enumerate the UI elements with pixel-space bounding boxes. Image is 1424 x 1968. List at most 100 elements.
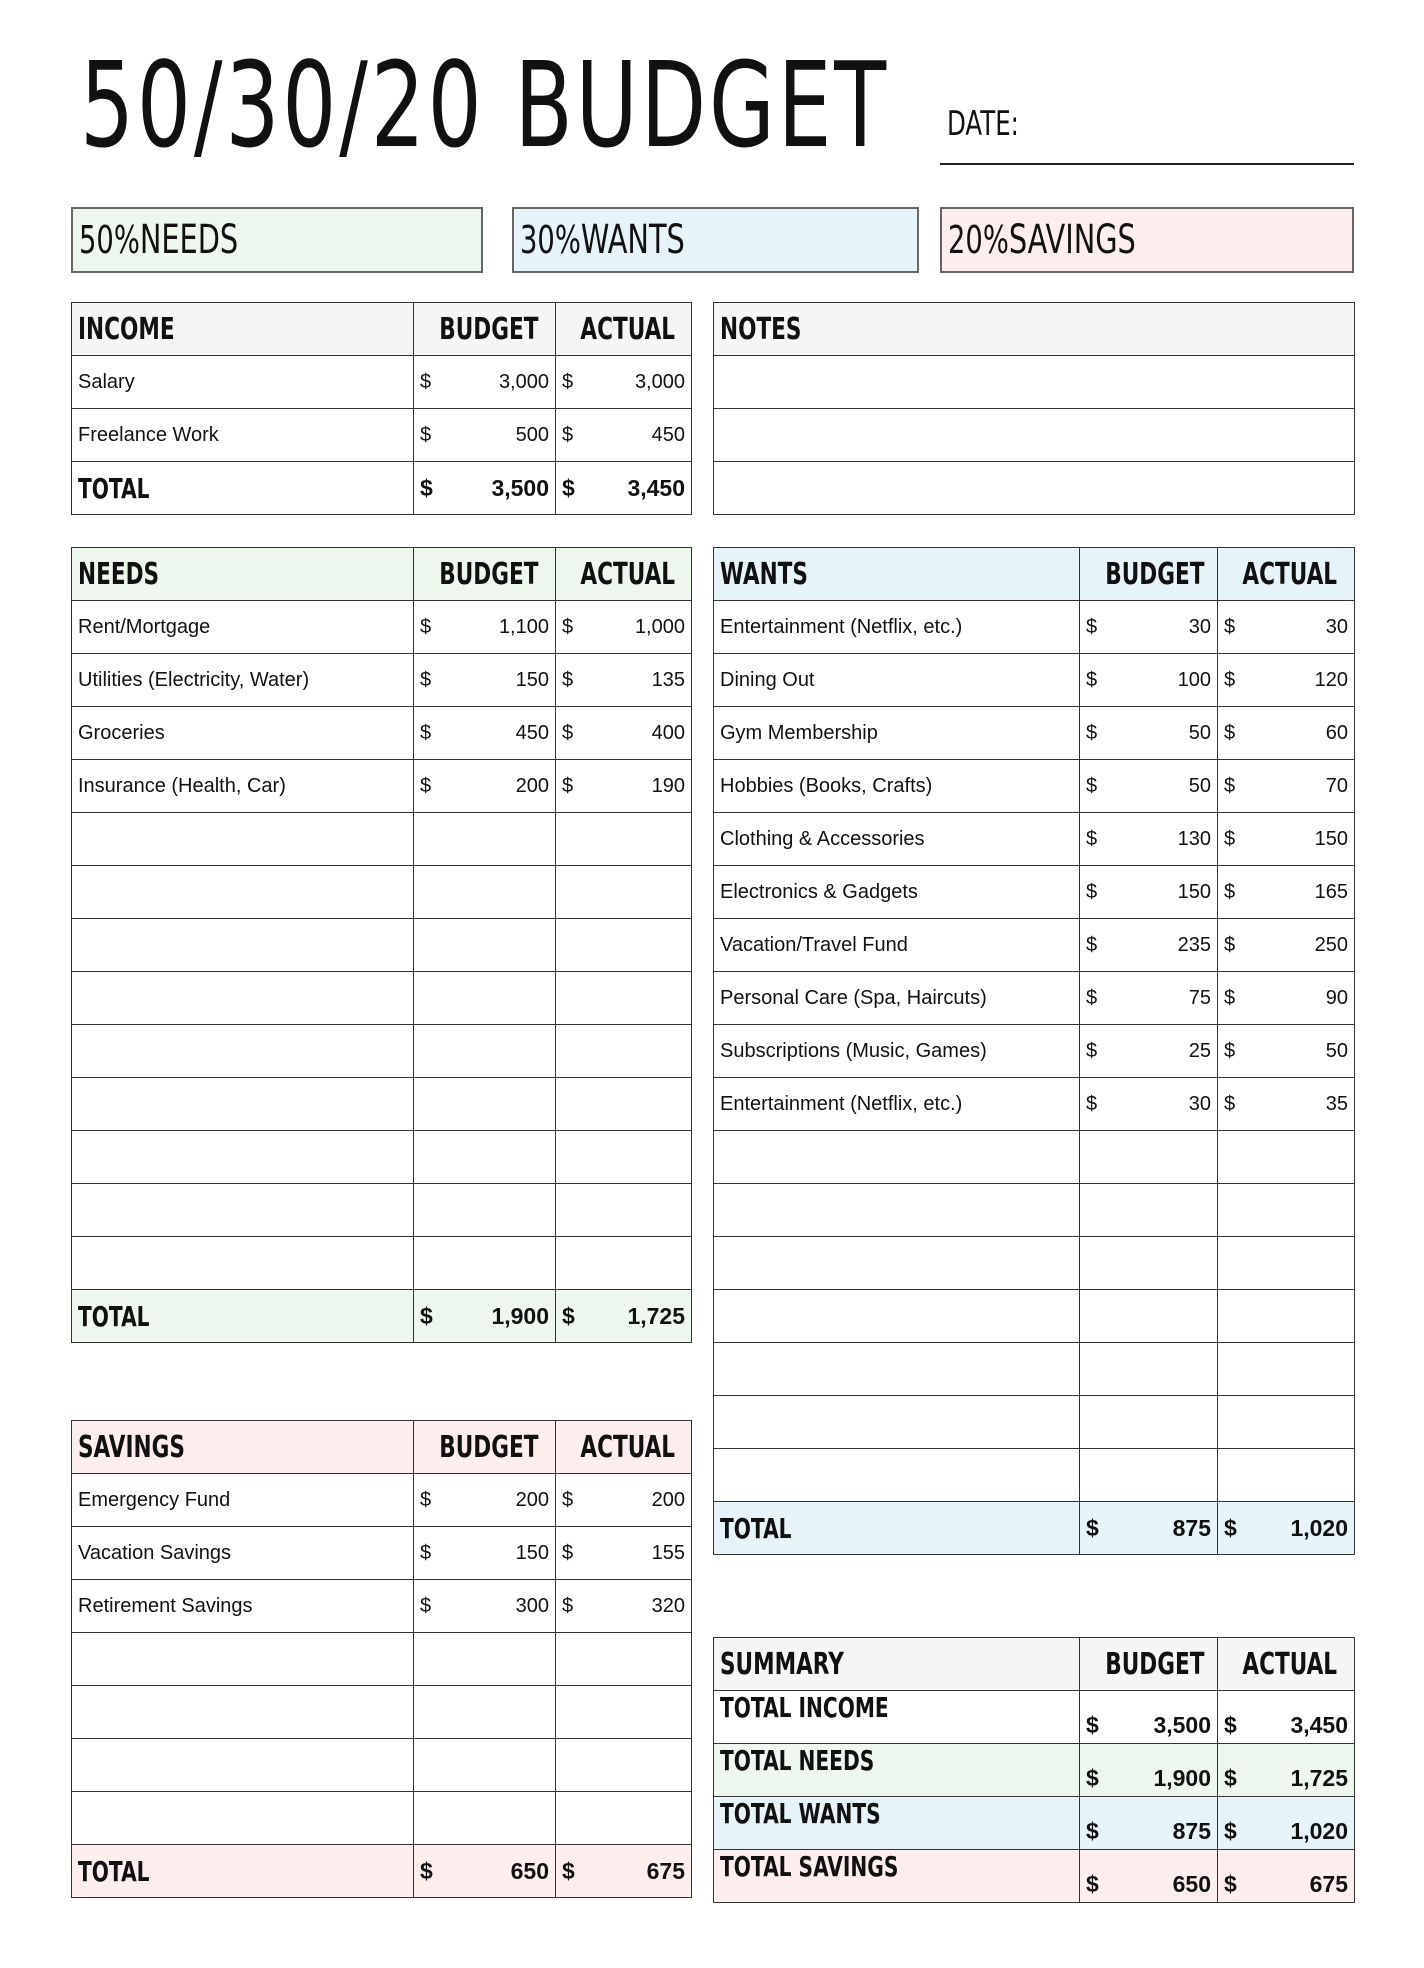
row-label[interactable]: Salary bbox=[71, 355, 414, 409]
date-field[interactable] bbox=[940, 163, 1354, 165]
empty-cell[interactable] bbox=[555, 1632, 692, 1686]
empty-cell[interactable] bbox=[413, 1738, 556, 1792]
notes-line[interactable] bbox=[713, 355, 1355, 409]
amount-cell[interactable]: $50 bbox=[1079, 759, 1218, 813]
empty-cell[interactable] bbox=[713, 1395, 1080, 1449]
amount-cell[interactable]: $1,725 bbox=[555, 1289, 692, 1343]
amount-cell[interactable]: $650 bbox=[1079, 1849, 1218, 1903]
notes-line[interactable] bbox=[713, 461, 1355, 515]
empty-cell[interactable] bbox=[71, 1130, 414, 1184]
empty-cell[interactable] bbox=[1217, 1289, 1355, 1343]
amount-cell[interactable]: $3,000 bbox=[413, 355, 556, 409]
amount-cell[interactable]: $30 bbox=[1079, 1077, 1218, 1131]
empty-cell[interactable] bbox=[413, 1130, 556, 1184]
empty-cell[interactable] bbox=[413, 812, 556, 866]
amount-cell[interactable]: $120 bbox=[1217, 653, 1355, 707]
amount-cell[interactable]: $320 bbox=[555, 1579, 692, 1633]
row-label[interactable]: Utilities (Electricity, Water) bbox=[71, 653, 414, 707]
amount-cell[interactable]: $875 bbox=[1079, 1796, 1218, 1850]
row-label[interactable]: Electronics & Gadgets bbox=[713, 865, 1080, 919]
empty-cell[interactable] bbox=[71, 865, 414, 919]
empty-cell[interactable] bbox=[1217, 1130, 1355, 1184]
empty-cell[interactable] bbox=[413, 1685, 556, 1739]
amount-cell[interactable]: $150 bbox=[1079, 865, 1218, 919]
amount-cell[interactable]: $25 bbox=[1079, 1024, 1218, 1078]
row-label[interactable]: Vacation Savings bbox=[71, 1526, 414, 1580]
empty-cell[interactable] bbox=[413, 1077, 556, 1131]
empty-cell[interactable] bbox=[713, 1130, 1080, 1184]
row-label[interactable]: Retirement Savings bbox=[71, 1579, 414, 1633]
amount-cell[interactable]: $450 bbox=[555, 408, 692, 462]
empty-cell[interactable] bbox=[555, 1130, 692, 1184]
amount-cell[interactable]: $150 bbox=[413, 653, 556, 707]
row-label[interactable]: Subscriptions (Music, Games) bbox=[713, 1024, 1080, 1078]
amount-cell[interactable]: $500 bbox=[413, 408, 556, 462]
empty-cell[interactable] bbox=[1079, 1395, 1218, 1449]
empty-cell[interactable] bbox=[71, 971, 414, 1025]
amount-cell[interactable]: $150 bbox=[1217, 812, 1355, 866]
empty-cell[interactable] bbox=[555, 1183, 692, 1237]
empty-cell[interactable] bbox=[1217, 1342, 1355, 1396]
empty-cell[interactable] bbox=[1217, 1395, 1355, 1449]
row-label[interactable]: Groceries bbox=[71, 706, 414, 760]
empty-cell[interactable] bbox=[555, 1738, 692, 1792]
empty-cell[interactable] bbox=[713, 1236, 1080, 1290]
amount-cell[interactable]: $1,900 bbox=[413, 1289, 556, 1343]
empty-cell[interactable] bbox=[555, 1791, 692, 1845]
row-label[interactable]: Emergency Fund bbox=[71, 1473, 414, 1527]
amount-cell[interactable]: $200 bbox=[413, 1473, 556, 1527]
amount-cell[interactable]: $90 bbox=[1217, 971, 1355, 1025]
empty-cell[interactable] bbox=[713, 1289, 1080, 1343]
amount-cell[interactable]: $300 bbox=[413, 1579, 556, 1633]
amount-cell[interactable]: $100 bbox=[1079, 653, 1218, 707]
amount-cell[interactable]: $235 bbox=[1079, 918, 1218, 972]
amount-cell[interactable]: $155 bbox=[555, 1526, 692, 1580]
empty-cell[interactable] bbox=[71, 1791, 414, 1845]
amount-cell[interactable]: $70 bbox=[1217, 759, 1355, 813]
empty-cell[interactable] bbox=[713, 1342, 1080, 1396]
amount-cell[interactable]: $3,450 bbox=[555, 461, 692, 515]
amount-cell[interactable]: $200 bbox=[413, 759, 556, 813]
empty-cell[interactable] bbox=[1217, 1448, 1355, 1502]
empty-cell[interactable] bbox=[1217, 1236, 1355, 1290]
empty-cell[interactable] bbox=[413, 1024, 556, 1078]
amount-cell[interactable]: $50 bbox=[1217, 1024, 1355, 1078]
empty-cell[interactable] bbox=[555, 1077, 692, 1131]
amount-cell[interactable]: $150 bbox=[413, 1526, 556, 1580]
empty-cell[interactable] bbox=[555, 918, 692, 972]
empty-cell[interactable] bbox=[413, 1236, 556, 1290]
empty-cell[interactable] bbox=[1217, 1183, 1355, 1237]
amount-cell[interactable]: $3,500 bbox=[413, 461, 556, 515]
row-label[interactable]: Vacation/Travel Fund bbox=[713, 918, 1080, 972]
amount-cell[interactable]: $200 bbox=[555, 1473, 692, 1527]
empty-cell[interactable] bbox=[555, 812, 692, 866]
empty-cell[interactable] bbox=[71, 918, 414, 972]
empty-cell[interactable] bbox=[71, 1236, 414, 1290]
empty-cell[interactable] bbox=[413, 971, 556, 1025]
row-label[interactable]: Entertainment (Netflix, etc.) bbox=[713, 1077, 1080, 1131]
empty-cell[interactable] bbox=[413, 1791, 556, 1845]
amount-cell[interactable]: $30 bbox=[1079, 600, 1218, 654]
amount-cell[interactable]: $50 bbox=[1079, 706, 1218, 760]
empty-cell[interactable] bbox=[713, 1183, 1080, 1237]
row-label[interactable]: Clothing & Accessories bbox=[713, 812, 1080, 866]
empty-cell[interactable] bbox=[413, 865, 556, 919]
empty-cell[interactable] bbox=[413, 918, 556, 972]
amount-cell[interactable]: $400 bbox=[555, 706, 692, 760]
empty-cell[interactable] bbox=[413, 1632, 556, 1686]
row-label[interactable]: Dining Out bbox=[713, 653, 1080, 707]
empty-cell[interactable] bbox=[71, 1183, 414, 1237]
amount-cell[interactable]: $1,000 bbox=[555, 600, 692, 654]
empty-cell[interactable] bbox=[1079, 1448, 1218, 1502]
amount-cell[interactable]: $1,725 bbox=[1217, 1743, 1355, 1797]
empty-cell[interactable] bbox=[555, 1685, 692, 1739]
amount-cell[interactable]: $675 bbox=[1217, 1849, 1355, 1903]
empty-cell[interactable] bbox=[555, 865, 692, 919]
amount-cell[interactable]: $1,100 bbox=[413, 600, 556, 654]
amount-cell[interactable]: $250 bbox=[1217, 918, 1355, 972]
empty-cell[interactable] bbox=[71, 1685, 414, 1739]
row-label[interactable]: Rent/Mortgage bbox=[71, 600, 414, 654]
row-label[interactable]: Hobbies (Books, Crafts) bbox=[713, 759, 1080, 813]
amount-cell[interactable]: $3,000 bbox=[555, 355, 692, 409]
amount-cell[interactable]: $1,020 bbox=[1217, 1501, 1355, 1555]
